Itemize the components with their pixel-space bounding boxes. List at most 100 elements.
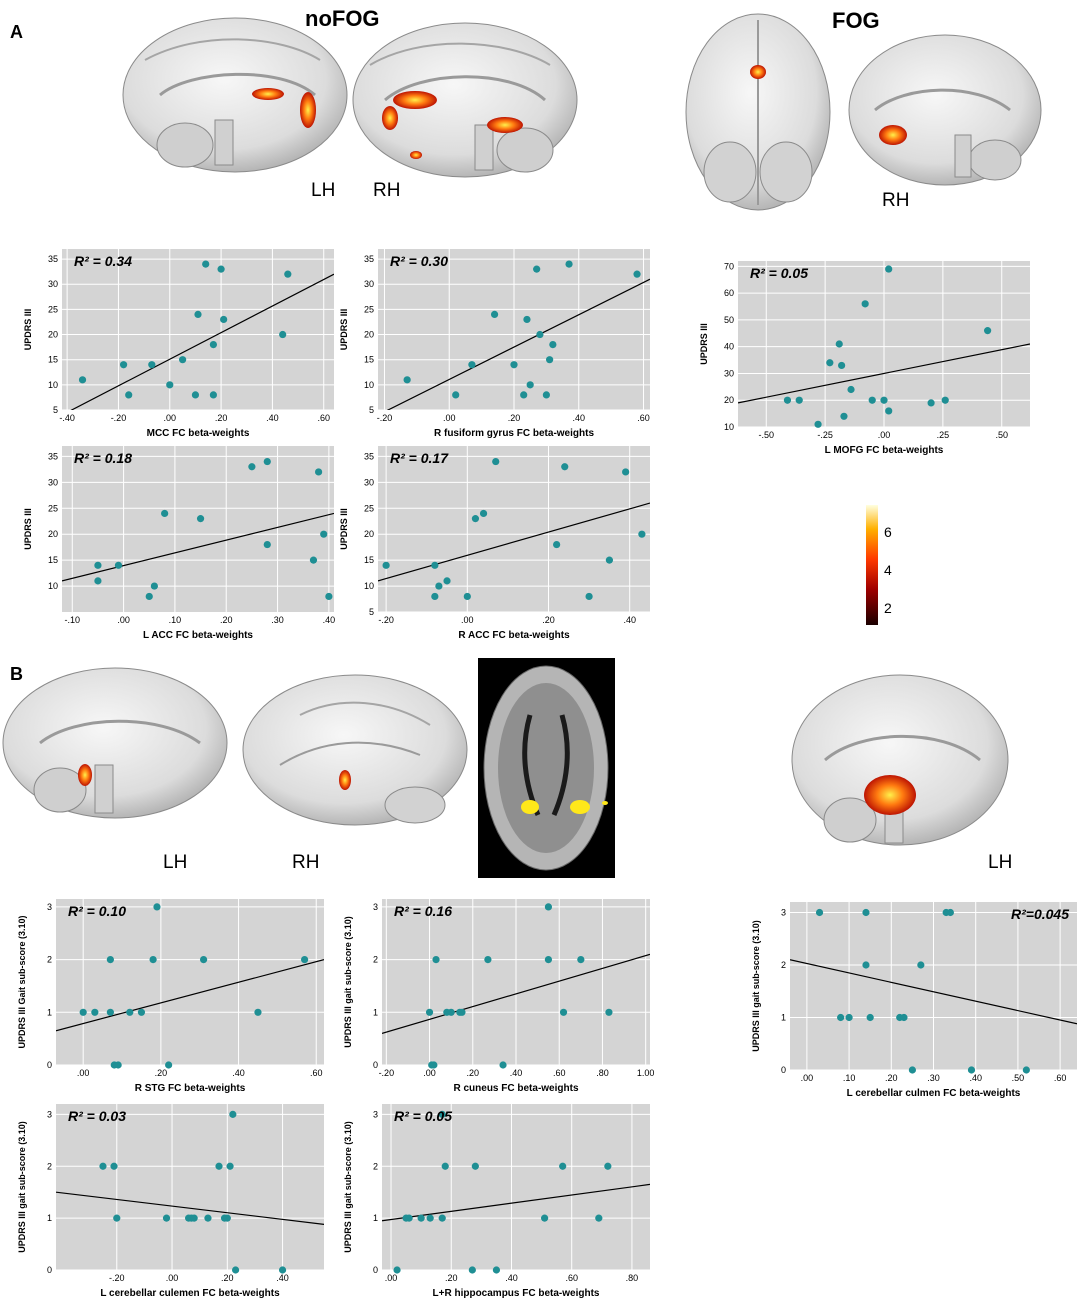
x-tick-label: .00	[385, 1273, 398, 1283]
data-point	[585, 592, 593, 601]
x-tick-label: -.20	[111, 413, 127, 423]
brain-lateral-b-rh	[242, 674, 468, 826]
x-tick-label: .20	[508, 413, 521, 423]
data-point	[145, 592, 153, 601]
data-point	[263, 457, 271, 466]
data-point	[463, 592, 471, 601]
y-tick-label: 10	[364, 380, 374, 390]
data-point	[209, 391, 217, 399]
r-squared-label: R² = 0.05	[750, 265, 808, 281]
data-point	[946, 908, 954, 917]
data-point	[254, 1008, 262, 1016]
hemi-label-a-lh: LH	[311, 180, 336, 201]
data-point	[217, 265, 225, 273]
x-tick-label: .20	[220, 615, 233, 625]
data-point	[431, 592, 439, 601]
y-tick-label: 30	[364, 477, 374, 487]
brain-medial-lh	[122, 17, 348, 173]
brain-medial-b-lh	[2, 667, 228, 819]
x-tick-label: .40	[623, 615, 636, 625]
y-tick-label: 0	[781, 1065, 786, 1075]
data-point	[190, 1214, 198, 1222]
x-axis-label: R ACC FC beta-weights	[458, 630, 570, 641]
data-point	[499, 1061, 507, 1069]
data-point	[194, 310, 202, 319]
y-tick-label: 35	[364, 254, 374, 264]
x-tick-label: .60	[553, 1068, 566, 1078]
data-point	[220, 315, 228, 324]
data-point	[229, 1110, 237, 1118]
x-axis-label: L cerebellar culmen FC beta-weights	[847, 1088, 1021, 1099]
x-tick-label: .00	[423, 1068, 436, 1078]
data-point	[204, 1214, 212, 1222]
data-point	[441, 1162, 449, 1170]
r-squared-label: R² = 0.05	[394, 1108, 452, 1124]
data-point	[113, 1214, 121, 1222]
data-point	[166, 381, 174, 389]
x-tick-label: .20	[467, 1068, 480, 1078]
data-point	[417, 1214, 425, 1222]
x-tick-label: .80	[596, 1068, 609, 1078]
data-point	[94, 577, 102, 585]
y-tick-label: 15	[48, 355, 58, 365]
y-axis-label: UPDRS III	[699, 323, 709, 365]
data-point	[279, 330, 287, 339]
brain-axial-slice	[478, 658, 615, 878]
y-tick-label: 2	[373, 955, 378, 965]
data-point	[91, 1008, 99, 1016]
data-point	[868, 396, 876, 404]
x-tick-label: .40	[573, 413, 586, 423]
y-axis-label: UPDRS III	[339, 508, 349, 550]
data-point	[325, 592, 333, 601]
x-tick-label: .20	[445, 1273, 458, 1283]
data-point	[278, 1266, 287, 1274]
x-axis-label: L ACC FC beta-weights	[143, 630, 253, 641]
y-tick-label: 3	[373, 902, 378, 912]
y-tick-label: 30	[724, 368, 734, 378]
x-tick-label: .10	[169, 615, 182, 625]
data-point	[284, 270, 292, 278]
regression-line	[386, 278, 650, 410]
regression-line	[738, 343, 1030, 404]
scatter-plot-l-mofg: -.50 -.25 .00 .25 .50 10 20 30 40 50 60 70 R² = 0.05…	[699, 261, 1030, 456]
brain-medial-rh	[352, 22, 578, 178]
x-tick-label: -.20	[109, 1273, 125, 1283]
x-tick-label: .50	[1012, 1073, 1025, 1083]
data-point	[510, 361, 518, 369]
regression-line	[56, 959, 324, 1032]
data-point	[149, 956, 157, 964]
y-tick-label: 0	[47, 1265, 52, 1275]
y-tick-label: 30	[364, 279, 374, 289]
y-tick-label: 2	[47, 1161, 52, 1171]
data-point	[226, 1162, 234, 1170]
data-point	[967, 1066, 976, 1074]
scatter-plot-r-cuneus: -.20 .00 .20 .40 .60 .80 1.00 0 1 2 3 R² = 0.16 R cu…	[343, 899, 654, 1094]
y-tick-label: 3	[781, 908, 786, 918]
data-point	[492, 1266, 501, 1274]
x-tick-label: .20	[215, 413, 228, 423]
scatter-plot-hippocampus: .00 .20 .40 .60 .80 0 1 2 3 R² = 0.05 L+R hippocam…	[343, 1104, 650, 1299]
x-tick-label: -.50	[759, 430, 775, 440]
y-tick-label: 20	[48, 330, 58, 340]
data-point	[405, 1214, 413, 1222]
data-point	[544, 903, 553, 911]
data-point	[927, 399, 935, 407]
data-point	[191, 391, 200, 399]
x-tick-label: .40	[510, 1068, 523, 1078]
data-point	[125, 391, 133, 399]
x-tick-label: .40	[266, 413, 279, 423]
data-point	[862, 908, 870, 917]
data-point	[862, 961, 870, 969]
data-point	[78, 376, 87, 384]
x-tick-label: .00	[117, 615, 130, 625]
data-point	[866, 1013, 874, 1022]
y-tick-label: 1	[373, 1213, 378, 1223]
x-tick-label: .80	[626, 1273, 639, 1283]
y-tick-label: 15	[364, 355, 374, 365]
data-point	[561, 463, 569, 471]
data-point	[544, 956, 553, 964]
data-point	[917, 961, 925, 969]
panel-letter-a: A	[10, 22, 23, 42]
hemi-label-fog-rh: RH	[882, 190, 910, 211]
data-point	[861, 300, 869, 308]
